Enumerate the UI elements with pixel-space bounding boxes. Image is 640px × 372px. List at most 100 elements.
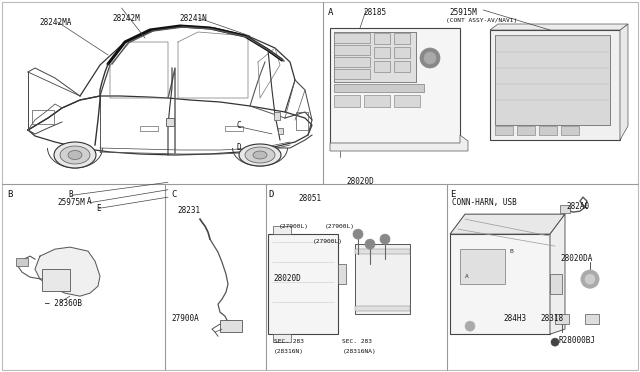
Text: (27900L): (27900L): [312, 239, 342, 244]
Text: 28231: 28231: [178, 206, 201, 215]
Bar: [334, 45, 370, 55]
Bar: [330, 28, 460, 143]
Circle shape: [585, 274, 595, 284]
Text: 28020DA: 28020DA: [561, 254, 593, 263]
Text: 282A0: 282A0: [566, 202, 589, 211]
PathPatch shape: [330, 135, 468, 151]
Text: D: D: [237, 143, 241, 152]
Text: E: E: [96, 204, 100, 213]
Text: B: B: [510, 249, 514, 254]
Bar: [364, 95, 390, 107]
Bar: [268, 234, 338, 334]
PathPatch shape: [620, 24, 628, 140]
Text: 28020D: 28020D: [347, 177, 374, 186]
Text: 28318: 28318: [541, 314, 564, 323]
Bar: [220, 320, 242, 332]
Bar: [334, 57, 370, 67]
Bar: [334, 32, 416, 82]
Bar: [355, 306, 410, 311]
Text: 28242MA: 28242MA: [40, 18, 72, 27]
Text: B: B: [68, 190, 73, 199]
Bar: [539, 126, 557, 135]
Ellipse shape: [245, 147, 275, 163]
Bar: [374, 47, 390, 58]
Text: 28242M: 28242M: [112, 14, 140, 23]
Text: SEC. 283: SEC. 283: [342, 339, 372, 344]
Bar: [490, 30, 620, 140]
Circle shape: [420, 48, 440, 68]
Bar: [42, 269, 70, 291]
Text: (27900L): (27900L): [324, 224, 355, 229]
Bar: [495, 35, 610, 125]
Bar: [495, 126, 513, 135]
Ellipse shape: [60, 146, 90, 164]
Text: A: A: [328, 8, 333, 17]
Text: C: C: [237, 121, 241, 130]
Bar: [517, 126, 535, 135]
Text: 28020D: 28020D: [273, 274, 301, 283]
Bar: [550, 274, 562, 294]
Bar: [560, 205, 570, 213]
Bar: [278, 128, 283, 134]
Text: A: A: [86, 197, 91, 206]
Text: B: B: [8, 190, 13, 199]
Circle shape: [551, 338, 559, 346]
Bar: [338, 264, 346, 284]
Circle shape: [365, 239, 375, 249]
Text: 28185: 28185: [364, 8, 387, 17]
Bar: [225, 126, 243, 131]
Bar: [394, 47, 410, 58]
Text: 284H3: 284H3: [504, 314, 527, 323]
Bar: [555, 314, 569, 324]
Ellipse shape: [253, 151, 267, 159]
Bar: [16, 258, 28, 266]
Bar: [355, 244, 410, 314]
Bar: [374, 33, 390, 44]
PathPatch shape: [490, 24, 628, 30]
Bar: [334, 69, 370, 79]
Bar: [561, 126, 579, 135]
Bar: [273, 334, 291, 342]
Text: E: E: [450, 190, 455, 199]
Circle shape: [581, 270, 599, 288]
Text: CONN-HARN, USB: CONN-HARN, USB: [452, 198, 516, 207]
Text: — 28360B: — 28360B: [45, 299, 82, 308]
Bar: [394, 95, 420, 107]
Bar: [334, 33, 370, 43]
Circle shape: [465, 321, 475, 331]
Text: 25975M: 25975M: [58, 198, 85, 207]
Text: (28316N): (28316N): [274, 349, 304, 354]
Text: (CONT ASSY-AV/NAVI): (CONT ASSY-AV/NAVI): [446, 18, 517, 23]
Text: 28241N: 28241N: [179, 14, 207, 23]
Bar: [273, 226, 291, 234]
Bar: [334, 95, 360, 107]
Bar: [394, 61, 410, 72]
Text: 25915M: 25915M: [450, 8, 477, 17]
Bar: [140, 126, 158, 131]
Bar: [166, 118, 174, 126]
Text: SEC. 283: SEC. 283: [274, 339, 304, 344]
Bar: [274, 112, 280, 120]
Bar: [355, 249, 410, 254]
Text: A: A: [465, 274, 468, 279]
Bar: [450, 234, 550, 334]
Bar: [394, 33, 410, 44]
Text: R28000BJ: R28000BJ: [559, 336, 596, 345]
Bar: [460, 249, 505, 284]
Text: (28316NA): (28316NA): [342, 349, 376, 354]
Bar: [296, 112, 308, 130]
Text: 27900A: 27900A: [172, 314, 199, 323]
Text: C: C: [171, 190, 176, 199]
Ellipse shape: [54, 142, 96, 168]
Circle shape: [424, 52, 436, 64]
Text: 28051: 28051: [298, 194, 321, 203]
Circle shape: [380, 234, 390, 244]
Bar: [374, 61, 390, 72]
Text: (27900L): (27900L): [278, 224, 308, 229]
Ellipse shape: [239, 144, 281, 166]
Bar: [585, 314, 599, 324]
PathPatch shape: [450, 214, 565, 234]
Bar: [32, 110, 54, 124]
Circle shape: [353, 229, 363, 239]
Polygon shape: [35, 247, 100, 296]
